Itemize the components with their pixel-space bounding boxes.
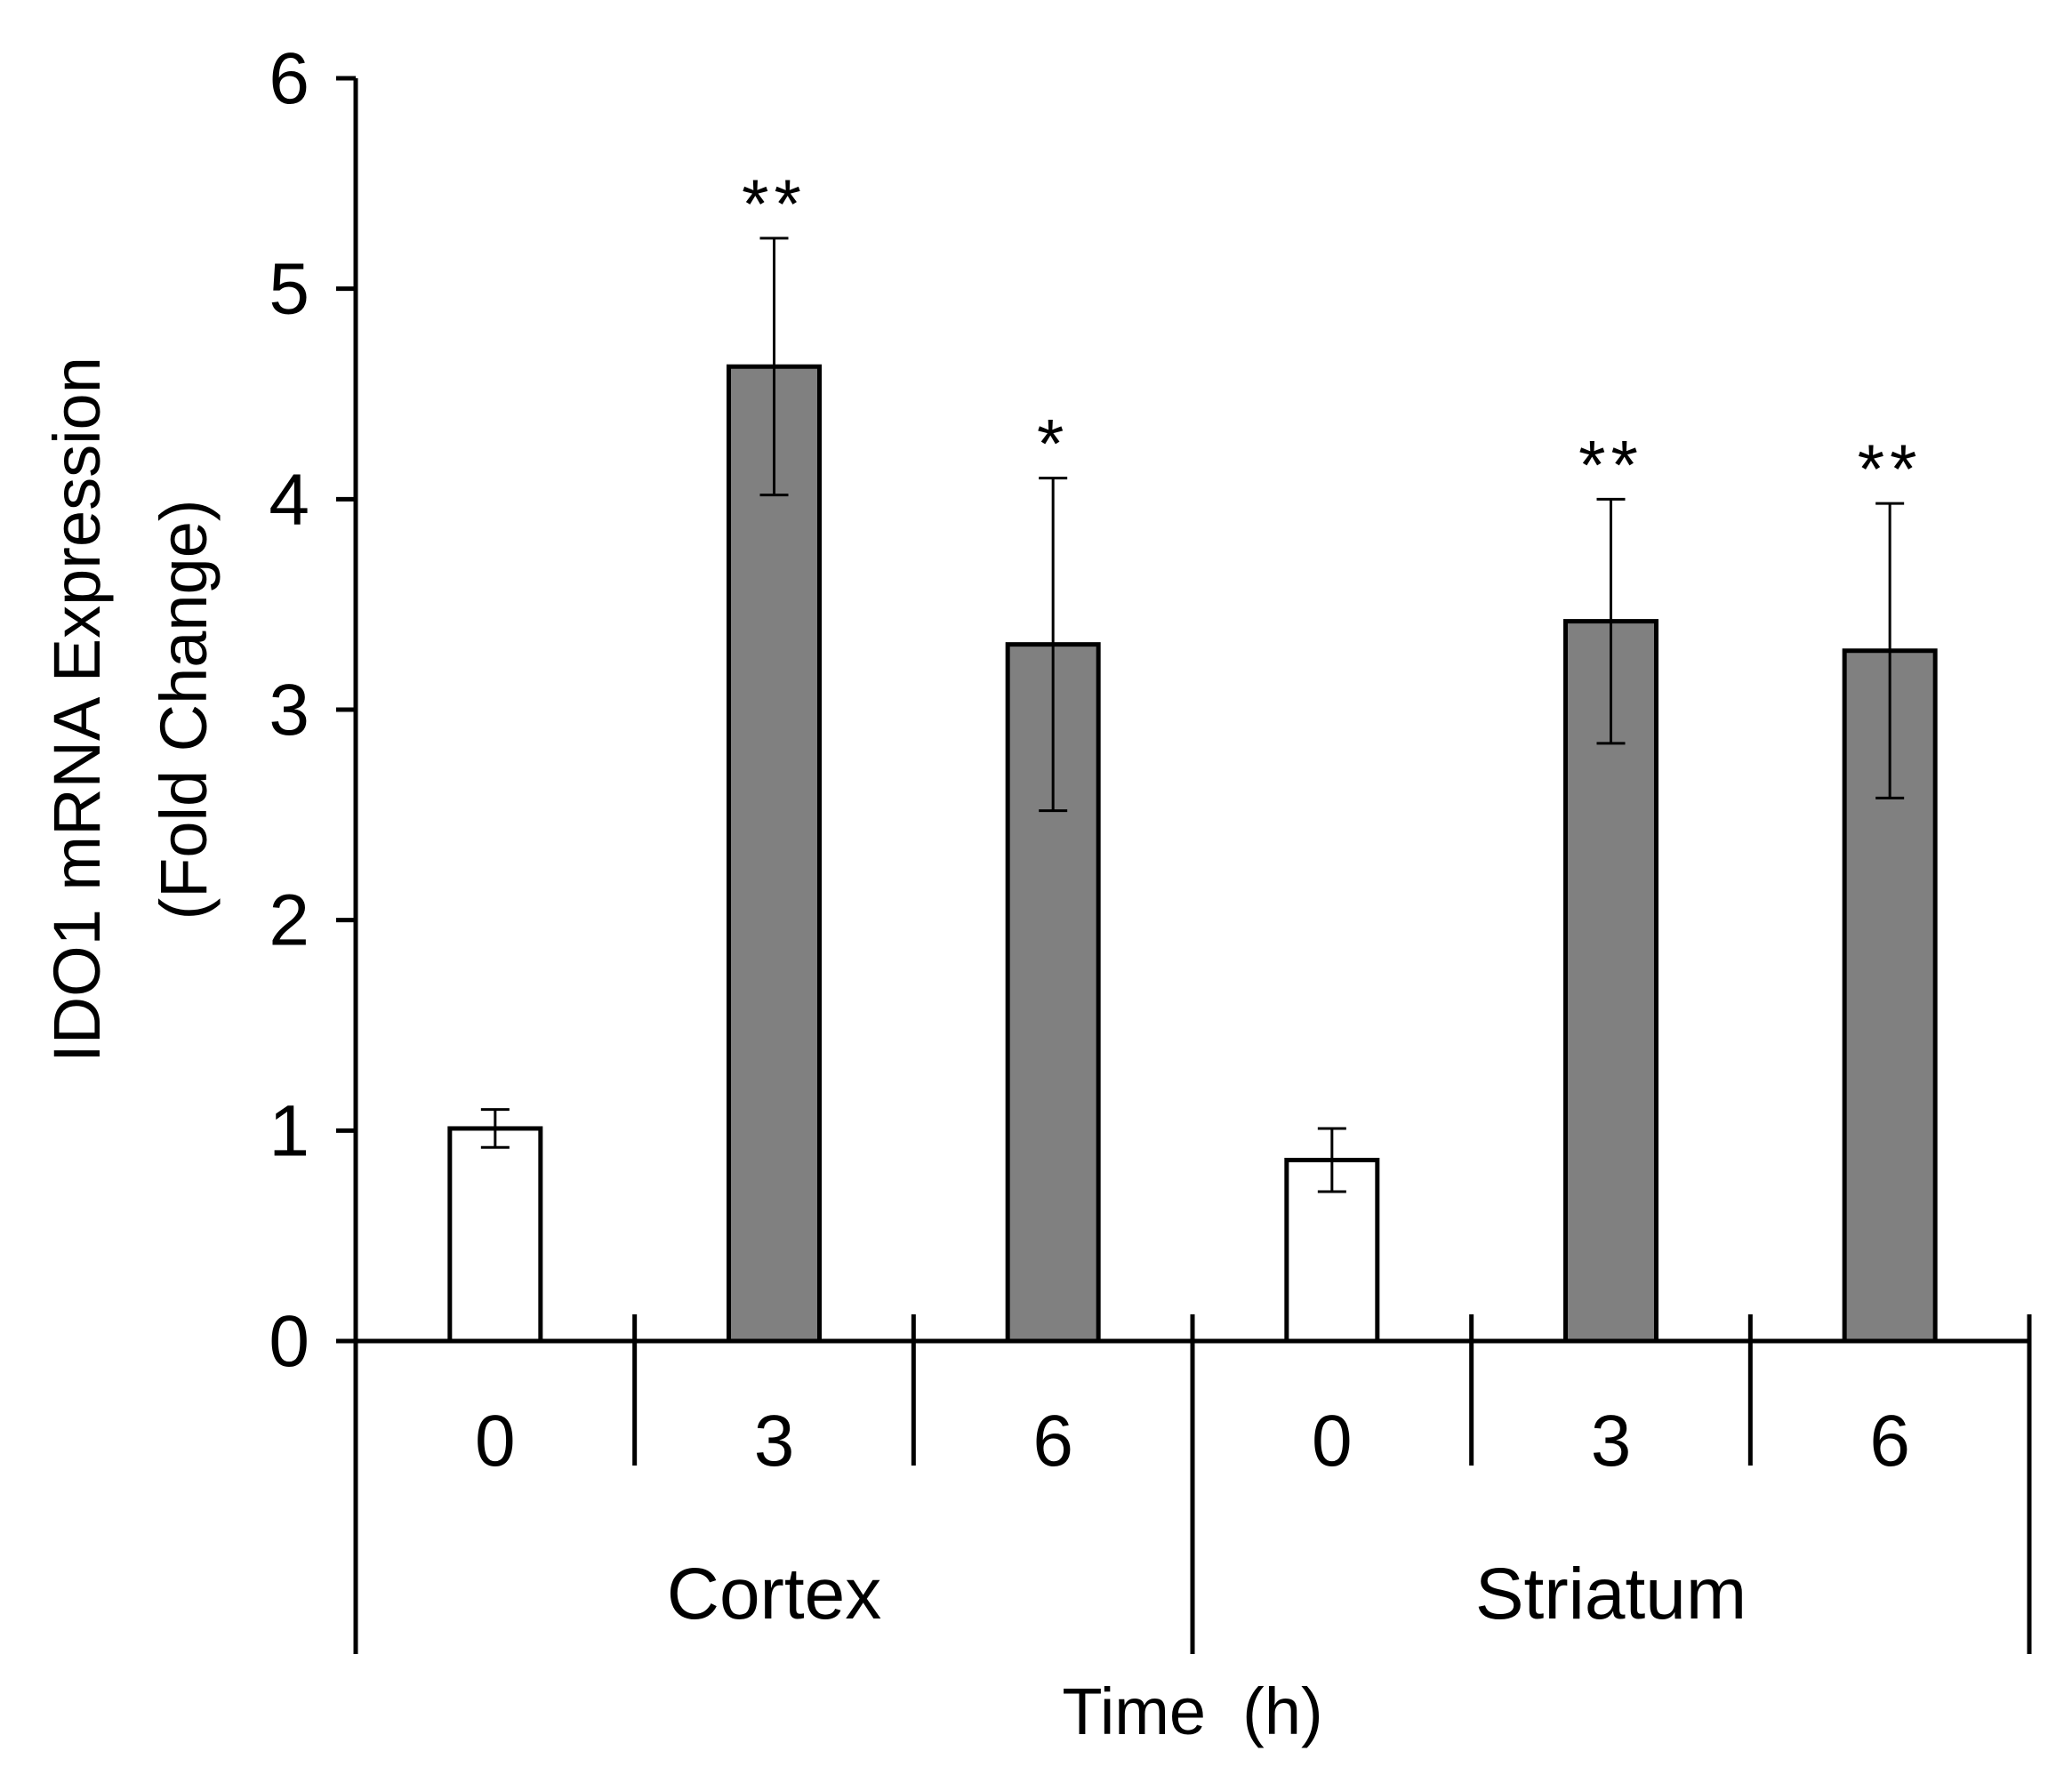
bar-cortex-0 xyxy=(447,1126,543,1344)
bars: *** ** ** xyxy=(447,165,1938,1344)
y-tick-label: 5 xyxy=(269,249,309,330)
y-tick-label: 6 xyxy=(269,38,309,119)
y-axis-title-line2: (Fold Change) xyxy=(147,499,221,920)
significance-marker: ** xyxy=(1578,425,1643,503)
x-axis: 0 3 6 Cortex 0 3 6 Striatum xyxy=(353,1314,2032,1654)
y-tick-label: 4 xyxy=(269,459,309,540)
significance-marker: ** xyxy=(1858,430,1923,508)
significance-marker: ** xyxy=(742,165,807,243)
x-category-label: 0 xyxy=(475,1401,516,1482)
y-tick-label: 2 xyxy=(269,880,309,961)
y-tick-label: 1 xyxy=(269,1090,309,1171)
x-axis-title: Time (h) xyxy=(1062,1675,1322,1748)
x-category-label: 6 xyxy=(1869,1401,1910,1482)
y-tick-label: 3 xyxy=(269,670,309,751)
group-label-striatum: Striatum xyxy=(1475,1554,1747,1634)
x-category-label: 3 xyxy=(1591,1401,1632,1482)
x-category-label: 6 xyxy=(1032,1401,1073,1482)
group-label-cortex: Cortex xyxy=(667,1554,882,1634)
x-category-label: 0 xyxy=(1312,1401,1353,1482)
y-axis-title-line1: IDO1 mRNA Expression xyxy=(40,357,114,1063)
labels: IDO1 mRNA Expression (Fold Change) Time … xyxy=(40,357,1323,1748)
y-tick-label: 0 xyxy=(269,1301,309,1382)
x-category-label: 3 xyxy=(754,1401,795,1482)
significance-marker: * xyxy=(1037,405,1069,483)
bar-cortex-3 xyxy=(727,364,822,1344)
y-axis: 0 1 2 3 4 5 6 xyxy=(269,38,358,1382)
